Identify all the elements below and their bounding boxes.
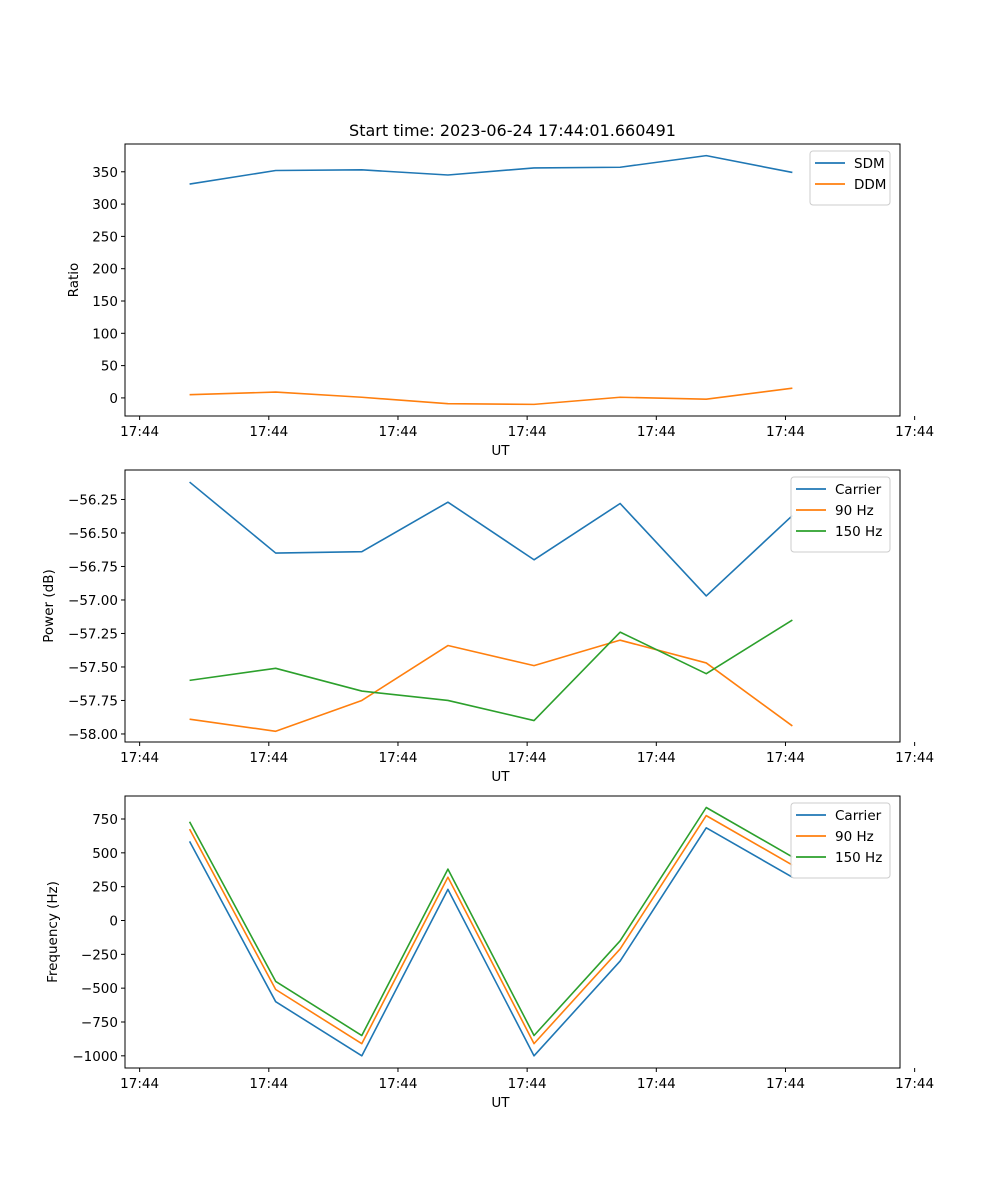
y-tick-label: 300 [92,197,118,213]
y-tick-label: 500 [92,846,118,862]
y-tick-label: −1000 [72,1049,118,1065]
legend-label: 150 Hz [835,850,882,866]
y-tick-label: −57.75 [68,693,118,709]
x-tick-label: 17:44 [637,424,676,440]
y-tick-label: −750 [81,1015,118,1031]
series-line-150-hz [189,619,793,722]
chart-panel-1: 17:44 17:44 17:44 17:44 17:44 17:44 17:44 0 50 10… [66,121,934,459]
y-axis-label: Power (dB) [41,569,57,642]
series-line-sdm [189,154,793,185]
legend-label: SDM [854,156,885,172]
y-tick-label: −56.25 [68,492,118,508]
legend-label: DDM [854,177,886,193]
x-tick-label: 17:44 [120,424,159,440]
legend-box [790,476,891,553]
series-line-90-hz [189,639,793,733]
x-tick-label: 17:44 [379,750,418,766]
x-tick-label: 17:44 [508,1076,547,1092]
x-tick-label: 17:44 [895,424,934,440]
y-tick-label: 200 [92,262,118,278]
x-axis-label: UT [491,769,510,785]
x-tick-label: 17:44 [379,1076,418,1092]
y-tick-label: −57.00 [68,593,118,609]
y-tick-label: 0 [109,913,118,929]
x-tick-label: 17:44 [895,1076,934,1092]
chart-title: Start time: 2023-06-24 17:44:01.660491 [349,121,676,140]
x-tick-label: 17:44 [637,1076,676,1092]
plot-frame [124,469,901,743]
y-tick-label: −58.00 [68,727,118,743]
series-line-90-hz [188,814,793,1045]
x-tick-label: 17:44 [249,424,288,440]
y-tick-label: −56.75 [68,559,118,575]
y-tick-label: 250 [92,229,118,245]
legend: SDM DDM [809,150,891,206]
series-line-ddm [189,387,793,406]
plot-frame [124,795,901,1069]
x-tick-label: 17:44 [379,424,418,440]
y-tick-label: 100 [92,326,118,342]
x-tick-label: 17:44 [766,750,805,766]
y-tick-label: 350 [92,165,118,181]
legend: Carrier 90 Hz 150 Hz [790,802,891,879]
plot-frame [124,143,901,417]
series-line-carrier [188,826,793,1057]
y-tick-label: −56.50 [68,526,118,542]
x-tick-label: 17:44 [120,1076,159,1092]
x-tick-label: 17:44 [895,750,934,766]
y-axis-label: Frequency (Hz) [45,881,61,983]
x-tick-label: 17:44 [249,1076,288,1092]
legend-label: 90 Hz [835,503,874,519]
series-line-carrier [189,481,793,597]
legend: Carrier 90 Hz 150 Hz [790,476,891,553]
y-tick-label: −57.50 [68,660,118,676]
y-tick-label: −250 [81,947,118,963]
legend-box [809,150,891,206]
x-tick-label: 17:44 [249,750,288,766]
y-tick-label: −500 [81,981,118,997]
y-axis-label: Ratio [66,263,82,298]
x-axis-label: UT [491,443,510,459]
y-tick-label: 750 [92,812,118,828]
y-tick-label: 150 [92,294,118,310]
x-tick-label: 17:44 [120,750,159,766]
chart-panel-3: 17:44 17:44 17:44 17:44 17:44 17:44 17:44−1000… [45,795,934,1111]
x-tick-label: 17:44 [637,750,676,766]
legend-label: 150 Hz [835,524,882,540]
legend-box [790,802,891,879]
legend-label: Carrier [835,482,882,498]
y-tick-label: 50 [101,359,118,375]
series-line-150-hz [188,806,793,1037]
y-tick-label: 250 [92,880,118,896]
y-tick-label: 0 [109,391,118,407]
legend-label: 90 Hz [835,829,874,845]
x-tick-label: 17:44 [508,424,547,440]
x-axis-label: UT [491,1095,510,1111]
x-tick-label: 17:44 [508,750,547,766]
legend-label: Carrier [835,808,882,824]
x-tick-label: 17:44 [766,1076,805,1092]
chart-panel-2: 17:44 17:44 17:44 17:44 17:44 17:44 17:44−58.0… [41,469,934,785]
y-tick-label: −57.25 [68,626,118,642]
x-tick-label: 17:44 [766,424,805,440]
